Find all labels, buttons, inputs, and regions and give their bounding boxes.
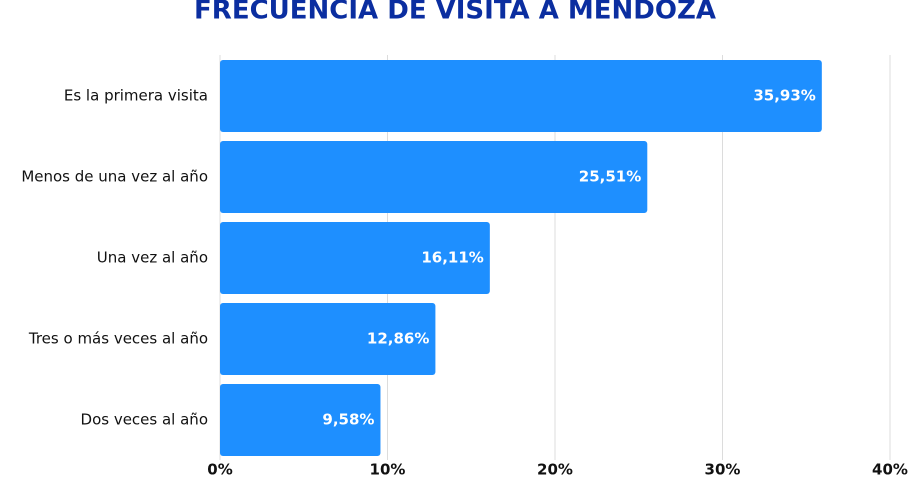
value-label: 9,58% [322, 411, 374, 429]
x-tick-label: 30% [705, 461, 741, 477]
value-label: 16,11% [421, 249, 483, 267]
bar [220, 60, 822, 132]
x-tick-label: 20% [537, 461, 573, 477]
x-tick-label: 10% [370, 461, 406, 477]
chart-title: FRECUENCIA DE VISITA A MENDOZA [194, 0, 716, 26]
value-label: 35,93% [753, 87, 815, 105]
y-tick-label: Una vez al año [97, 249, 208, 267]
bar [220, 384, 381, 456]
bar [220, 141, 648, 213]
y-tick-label: Dos veces al año [81, 411, 208, 429]
bar [220, 303, 436, 375]
y-tick-label: Tres o más veces al año [28, 330, 208, 348]
value-label: 12,86% [367, 330, 429, 348]
value-label: 25,51% [579, 168, 641, 186]
y-tick-label: Es la primera visita [64, 87, 208, 105]
y-tick-label: Menos de una vez al año [21, 168, 208, 186]
bar [220, 222, 490, 294]
x-tick-label: 0% [207, 461, 232, 477]
x-tick-label: 40% [872, 461, 908, 477]
